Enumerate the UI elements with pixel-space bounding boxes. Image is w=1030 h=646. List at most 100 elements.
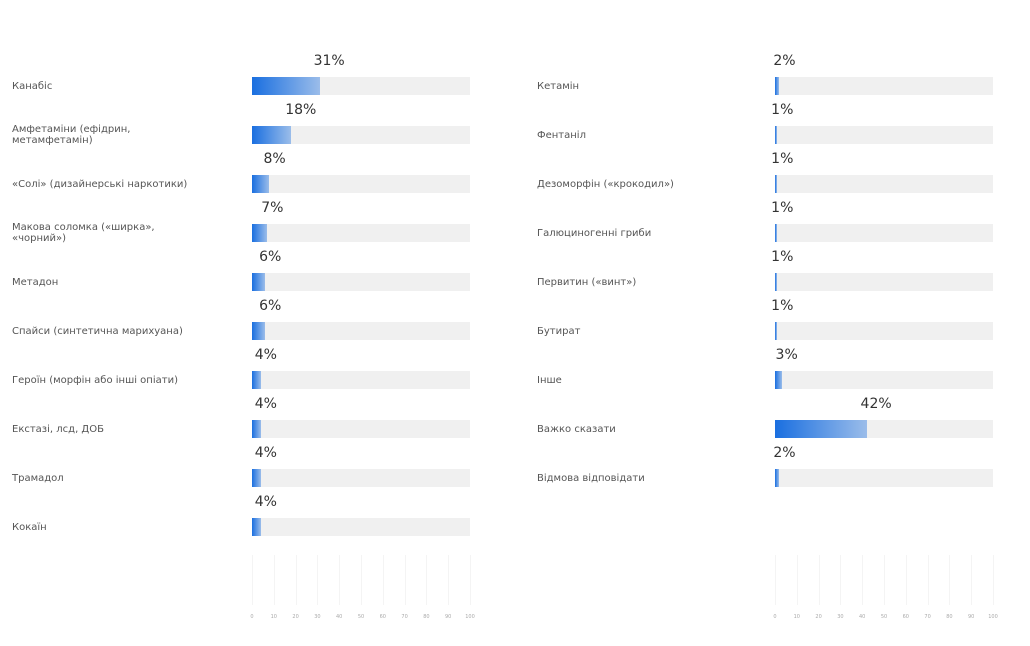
grid-line bbox=[927, 555, 929, 605]
x-tick-label: 0 bbox=[250, 614, 254, 620]
value-label: 42% bbox=[860, 396, 892, 412]
bar bbox=[252, 175, 270, 193]
bar-track bbox=[252, 420, 470, 438]
grid-line bbox=[796, 555, 798, 605]
x-tick-label: 60 bbox=[902, 614, 909, 620]
bar-track bbox=[252, 175, 470, 193]
grid-line bbox=[470, 555, 471, 605]
value-label: 1% bbox=[771, 151, 794, 167]
grid-line bbox=[862, 555, 864, 605]
value-label: 1% bbox=[771, 102, 794, 118]
grid-line bbox=[775, 555, 776, 605]
value-label: 2% bbox=[773, 445, 796, 461]
bar bbox=[775, 224, 778, 242]
bar-track bbox=[775, 322, 993, 340]
category-label: Дезоморфін («крокодил») bbox=[537, 178, 674, 190]
x-tick-label: 30 bbox=[837, 614, 844, 620]
category-label: «Солі» (дизайнерські наркотики) bbox=[12, 178, 188, 190]
bar bbox=[775, 371, 782, 389]
bar-track bbox=[775, 273, 993, 291]
value-label: 2% bbox=[773, 53, 796, 69]
category-label: Героїн (морфін або інші опіати) bbox=[12, 374, 178, 386]
grid-line bbox=[426, 555, 428, 605]
category-label: Відмова відповідати bbox=[537, 472, 645, 484]
value-label: 1% bbox=[771, 298, 794, 314]
x-tick-label: 0 bbox=[773, 614, 777, 620]
category-label: Первитин («винт») bbox=[537, 276, 637, 288]
bar-track bbox=[775, 77, 993, 95]
bar-track bbox=[775, 371, 993, 389]
bar-track bbox=[775, 469, 993, 487]
grid-line bbox=[339, 555, 341, 605]
grid-line bbox=[295, 555, 297, 605]
grid-line bbox=[818, 555, 820, 605]
bar-track bbox=[252, 224, 470, 242]
bar bbox=[775, 469, 780, 487]
value-label: 18% bbox=[285, 102, 317, 118]
bar-track bbox=[775, 175, 993, 193]
category-label: Спайси (синтетична марихуана) bbox=[12, 325, 183, 337]
x-tick-label: 70 bbox=[401, 614, 408, 620]
value-label: 31% bbox=[313, 53, 345, 69]
category-label: Канабіс bbox=[12, 80, 53, 92]
bar bbox=[252, 322, 266, 340]
category-label: Фентаніл bbox=[537, 129, 586, 141]
bar bbox=[252, 77, 320, 95]
category-label: Амфетаміни (ефідрин, метамфетамін) bbox=[12, 124, 131, 146]
x-tick-label: 100 bbox=[465, 614, 475, 620]
bar bbox=[252, 371, 261, 389]
grid-line bbox=[273, 555, 275, 605]
x-tick-label: 50 bbox=[357, 614, 365, 620]
bar bbox=[775, 420, 867, 438]
bar-track bbox=[252, 126, 470, 144]
bar-track bbox=[252, 518, 470, 536]
grid-line bbox=[971, 555, 973, 605]
grid-line bbox=[993, 555, 994, 605]
value-label: 7% bbox=[261, 200, 284, 216]
x-tick-label: 10 bbox=[793, 614, 800, 620]
x-tick-label: 20 bbox=[292, 614, 299, 620]
category-label: Кокаїн bbox=[12, 521, 47, 533]
bar bbox=[775, 322, 778, 340]
value-label: 8% bbox=[263, 151, 286, 167]
value-label: 1% bbox=[771, 249, 794, 265]
bar bbox=[252, 518, 261, 536]
x-tick-label: 20 bbox=[815, 614, 822, 620]
bar-track bbox=[252, 469, 470, 487]
bar bbox=[252, 420, 261, 438]
grid-line bbox=[361, 555, 362, 605]
bar bbox=[775, 77, 780, 95]
value-label: 6% bbox=[259, 298, 282, 314]
bar bbox=[252, 224, 268, 242]
x-tick-label: 30 bbox=[314, 614, 321, 620]
value-label: 3% bbox=[775, 347, 798, 363]
value-label: 4% bbox=[254, 494, 277, 510]
grid-line bbox=[884, 555, 885, 605]
grid-line bbox=[317, 555, 319, 605]
bar bbox=[775, 126, 778, 144]
bar-track bbox=[252, 273, 470, 291]
x-tick-label: 60 bbox=[379, 614, 386, 620]
x-tick-label: 80 bbox=[946, 614, 953, 620]
x-tick-label: 90 bbox=[445, 614, 452, 620]
bar-track bbox=[775, 126, 993, 144]
x-tick-label: 40 bbox=[859, 614, 866, 620]
bar bbox=[252, 469, 261, 487]
bar bbox=[252, 273, 266, 291]
x-tick-label: 50 bbox=[880, 614, 888, 620]
x-tick-label: 90 bbox=[968, 614, 975, 620]
category-label: Кетамін bbox=[537, 80, 580, 92]
category-label: Метадон bbox=[12, 276, 59, 288]
bar-track bbox=[775, 224, 993, 242]
bar-track bbox=[252, 371, 470, 389]
x-tick-label: 80 bbox=[423, 614, 430, 620]
category-label: Важко сказати bbox=[537, 423, 616, 435]
category-label: Інше bbox=[537, 374, 562, 386]
grid-line bbox=[382, 555, 384, 605]
bar bbox=[775, 273, 778, 291]
value-label: 4% bbox=[254, 445, 277, 461]
value-label: 4% bbox=[254, 396, 277, 412]
category-label: Бутират bbox=[537, 325, 581, 337]
category-label: Екстазі, лсд, ДОБ bbox=[12, 423, 104, 435]
